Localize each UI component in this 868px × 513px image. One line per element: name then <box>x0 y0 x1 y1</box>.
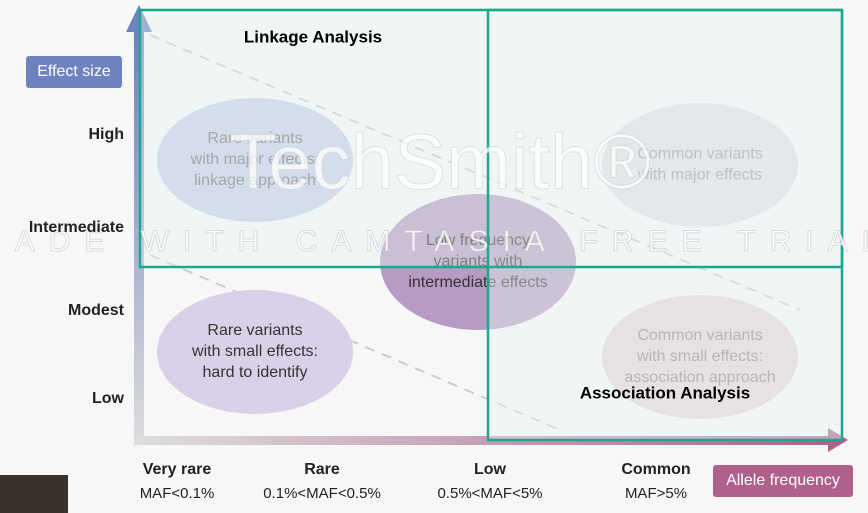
diagonal <box>149 34 801 311</box>
x-axis-badge <box>713 465 853 497</box>
x-range: MAF>5% <box>625 485 687 502</box>
ellipse-text: Rare variants <box>207 130 302 147</box>
y-level: Intermediate <box>29 219 124 236</box>
x-category: Rare <box>304 461 340 478</box>
ellipse-text: with small effects: <box>636 348 763 365</box>
x-axis-title: Allele frequency <box>726 472 840 489</box>
ellipse-text: linkage approach <box>194 172 316 189</box>
ellipse-text: with small effects: <box>191 343 318 360</box>
y-level: High <box>88 126 124 143</box>
ellipse <box>157 98 353 222</box>
x-range: 0.5%<MAF<5% <box>437 485 542 502</box>
webcam-thumbnail <box>0 475 68 513</box>
y-level: Modest <box>68 302 125 319</box>
x-range: 0.1%<MAF<0.5% <box>263 485 381 502</box>
association-region <box>486 8 844 442</box>
y-axis-title: Effect size <box>37 63 111 80</box>
x-axis <box>140 436 830 445</box>
ellipse <box>157 290 353 414</box>
ellipse-text: Common variants <box>637 327 762 344</box>
ellipse-text: intermediate effects <box>408 274 547 291</box>
x-category: Very rare <box>143 461 212 478</box>
y-axis-badge <box>26 56 122 88</box>
ellipse-text: Low frequency <box>426 232 530 249</box>
ellipse-text: with major effects <box>637 167 762 184</box>
ellipse-text: association approach <box>624 369 775 386</box>
ellipse-text: hard to identify <box>203 364 308 381</box>
region-label: Linkage Analysis <box>244 27 382 46</box>
ellipse-text: with major effects: <box>190 151 320 168</box>
ellipse <box>380 194 576 330</box>
ellipse-text: Common variants <box>637 146 762 163</box>
region-overlay <box>140 10 488 267</box>
x-category: Low <box>474 461 507 478</box>
watermark-notice: MADE WITH CAMTASIA FREE TRIAL <box>0 225 868 258</box>
ellipse <box>602 103 798 227</box>
watermark-brand: TechSmith® <box>229 118 651 206</box>
region-label: Association Analysis <box>580 383 750 402</box>
x-range: MAF<0.1% <box>140 485 215 502</box>
y-level: Low <box>92 390 125 407</box>
diagonal <box>149 254 561 431</box>
region-overlay <box>488 10 842 440</box>
ellipse-text: Rare variants <box>207 322 302 339</box>
x-category: Common <box>621 461 690 478</box>
ellipse <box>602 295 798 419</box>
